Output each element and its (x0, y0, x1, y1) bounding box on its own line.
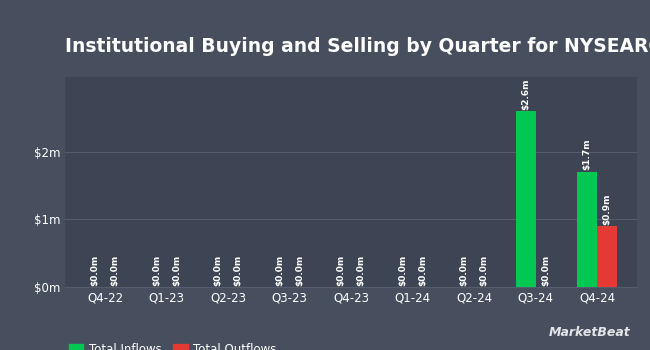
Text: $0.0m: $0.0m (172, 254, 181, 286)
Text: Institutional Buying and Selling by Quarter for NYSEARCA:XDTE: Institutional Buying and Selling by Quar… (65, 37, 650, 56)
Text: $0.0m: $0.0m (233, 254, 242, 286)
Text: $0.0m: $0.0m (398, 254, 407, 286)
Text: MarketBeat: MarketBeat (549, 327, 630, 340)
Text: $0.0m: $0.0m (275, 254, 284, 286)
Text: $1.7m: $1.7m (582, 139, 592, 170)
Text: $0.0m: $0.0m (90, 254, 99, 286)
Text: $0.0m: $0.0m (214, 254, 223, 286)
Text: $0.0m: $0.0m (418, 254, 427, 286)
Text: $0.0m: $0.0m (541, 254, 550, 286)
Text: $0.9m: $0.9m (603, 193, 612, 225)
Text: $0.0m: $0.0m (337, 254, 346, 286)
Text: $0.0m: $0.0m (356, 254, 365, 286)
Bar (516, 111, 536, 287)
Bar (597, 226, 617, 287)
Text: $0.0m: $0.0m (460, 254, 469, 286)
Legend: Total Inflows, Total Outflows: Total Inflows, Total Outflows (65, 339, 280, 350)
Text: $0.0m: $0.0m (152, 254, 161, 286)
Text: $0.0m: $0.0m (111, 254, 120, 286)
Text: $0.0m: $0.0m (479, 254, 488, 286)
Text: $0.0m: $0.0m (295, 254, 304, 286)
Bar (577, 172, 597, 287)
Text: $2.6m: $2.6m (521, 78, 530, 110)
